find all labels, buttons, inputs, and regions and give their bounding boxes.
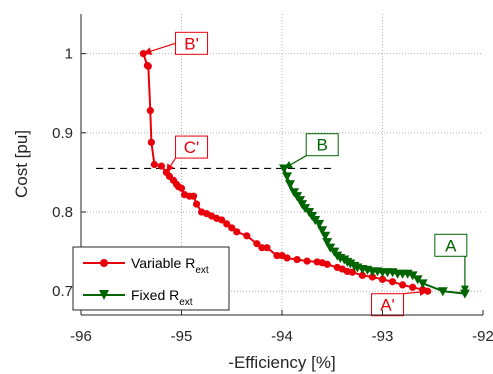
- data-point: [147, 138, 155, 146]
- data-point: [258, 244, 266, 252]
- annotation-arrowhead: [419, 288, 428, 297]
- data-point: [303, 257, 311, 265]
- legend-variable-subscript: ext: [195, 265, 209, 276]
- annotation-arrowhead: [460, 285, 469, 294]
- data-point: [177, 184, 186, 192]
- annotation-label: C': [184, 138, 200, 157]
- data-point: [437, 287, 448, 297]
- data-point: [273, 251, 281, 260]
- data-point: [282, 172, 293, 182]
- annotation-callout: C': [165, 135, 209, 173]
- annotation-label: A': [380, 296, 395, 315]
- x-tick-label: -96: [70, 328, 92, 345]
- annotation-box: [434, 233, 468, 257]
- data-point: [189, 192, 198, 200]
- data-point: [378, 275, 387, 283]
- legend-fixed-name: Fixed R: [131, 287, 179, 303]
- data-point: [243, 232, 251, 240]
- annotation-callout: A: [434, 233, 469, 294]
- y-tick-label: 1: [65, 46, 73, 63]
- legend-fixed-marker: [99, 290, 109, 300]
- data-point: [323, 260, 331, 268]
- annotation-label: B: [317, 136, 328, 155]
- data-point: [192, 200, 201, 208]
- data-point: [157, 162, 165, 170]
- data-point: [388, 278, 397, 286]
- data-point: [368, 273, 377, 281]
- annotation-label: A: [445, 236, 457, 255]
- data-point: [150, 160, 158, 169]
- legend: Variable Rext Fixed Rext: [72, 246, 230, 311]
- data-point: [314, 219, 325, 229]
- data-point: [263, 244, 271, 252]
- data-point: [228, 224, 236, 232]
- data-point: [293, 255, 301, 264]
- data-point: [253, 240, 261, 248]
- data-point: [285, 180, 296, 190]
- annotation-box: [175, 135, 209, 159]
- x-tick-label: -93: [372, 328, 394, 345]
- annotation-callout: A': [371, 288, 428, 317]
- data-point: [283, 254, 291, 262]
- annotation-box: [175, 31, 209, 55]
- annotation-box: [371, 293, 405, 317]
- y-tick-label: 0.7: [52, 283, 73, 300]
- data-point: [144, 62, 152, 70]
- legend-box: [72, 246, 230, 311]
- annotations-layer: B' C' B A' A: [143, 31, 469, 317]
- annotation-box: [305, 133, 339, 157]
- y-tick-label: 0.9: [52, 125, 73, 142]
- data-point: [317, 226, 328, 236]
- data-point: [412, 275, 423, 285]
- tick-labels: -96 -95 -94 -93 -92 0.7 0.8 0.9 1: [52, 46, 493, 345]
- data-point: [409, 283, 417, 291]
- data-point: [223, 220, 231, 228]
- data-point: [322, 238, 333, 248]
- legend-variable-name: Variable R: [131, 255, 195, 271]
- legend-variable-label: Variable Rext: [131, 255, 209, 276]
- annotation-callout: B': [143, 31, 209, 55]
- legend-variable-marker: [100, 259, 108, 267]
- data-point: [407, 271, 418, 281]
- x-axis-label: -Efficiency [%]: [228, 353, 335, 372]
- annotation-arrowhead: [284, 161, 293, 169]
- annotation-arrowhead: [166, 163, 175, 173]
- data-point: [233, 228, 241, 236]
- x-tick-label: -94: [271, 328, 293, 345]
- legend-fixed-label: Fixed Rext: [131, 287, 193, 308]
- data-point: [320, 231, 331, 241]
- data-point: [399, 281, 407, 289]
- annotation-label: B': [184, 34, 199, 53]
- series-layer: [139, 50, 470, 299]
- annotation-arrowhead: [143, 47, 153, 55]
- data-point: [218, 216, 226, 224]
- data-point: [146, 107, 154, 115]
- x-tick-label: -95: [171, 328, 193, 345]
- data-point: [417, 279, 428, 289]
- y-tick-label: 0.8: [52, 204, 73, 221]
- annotation-callout: B: [283, 133, 339, 169]
- y-axis-label: Cost [pu]: [12, 130, 31, 198]
- data-point: [459, 289, 470, 299]
- x-tick-label: -92: [472, 328, 493, 345]
- data-point: [345, 259, 356, 269]
- data-point: [358, 271, 366, 279]
- legend-fixed-subscript: ext: [179, 297, 193, 308]
